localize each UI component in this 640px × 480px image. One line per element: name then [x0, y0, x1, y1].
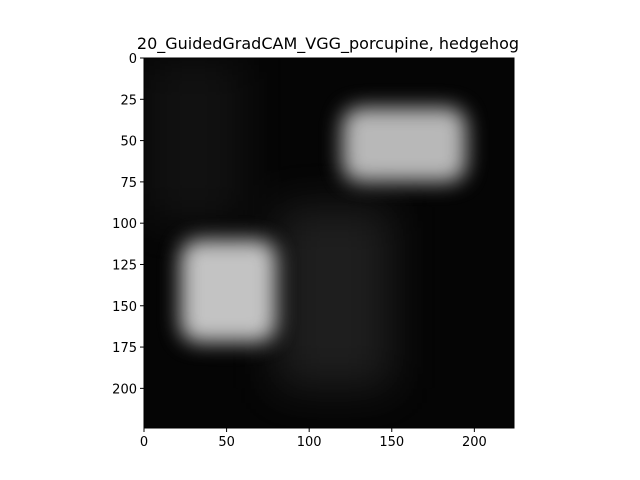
x-tick-label: 100 [297, 435, 322, 450]
x-tick-label: 0 [140, 435, 148, 450]
y-tick-label: 200 [112, 382, 137, 397]
y-tick-label: 100 [112, 217, 137, 232]
activation-region-1 [180, 239, 277, 343]
y-tick-label: 75 [120, 176, 137, 191]
y-tick-label: 0 [129, 52, 137, 67]
x-axis: 0 50 100 150 200 [140, 428, 487, 450]
activation-region-0 [342, 107, 467, 182]
y-tick-label: 175 [112, 341, 137, 356]
diffuse-region-1 [144, 58, 244, 224]
x-tick-label: 50 [218, 435, 235, 450]
y-tick-label: 25 [120, 93, 137, 108]
y-tick-label: 50 [120, 135, 137, 150]
y-tick-label: 125 [112, 258, 137, 273]
axes-frame [143, 57, 515, 429]
y-axis: 0 25 50 75 100 125 150 175 200 [112, 52, 144, 397]
x-tick-label: 150 [379, 435, 404, 450]
y-tick-label: 150 [112, 300, 137, 315]
x-tick-label: 200 [462, 435, 487, 450]
diffuse-region-0 [276, 206, 392, 389]
plot-area [143, 57, 515, 429]
chart-title: 20_GuidedGradCAM_VGG_porcupine, hedgehog [137, 34, 519, 54]
